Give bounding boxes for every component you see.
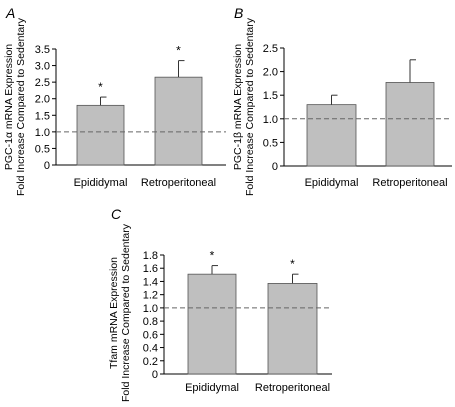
panel-c-y-tick-label: 1.8 xyxy=(143,250,158,262)
panel-b-y-axis-label: Fold Increase Compared to Sedentary xyxy=(244,17,256,196)
panel-c-y-tick-label: 0.4 xyxy=(143,343,158,355)
panel-b-label: B xyxy=(234,5,243,21)
panel-c-bar-retroperitoneal xyxy=(267,283,318,375)
panel-b-y-tick-label: 1.0 xyxy=(263,114,278,126)
panel-c-y-tick-label: 1.2 xyxy=(143,290,158,302)
panel-a-y-axis-label: PGC-1α mRNA Expression xyxy=(3,44,15,170)
panel-c-category-label: Retroperitoneal xyxy=(255,382,330,394)
panel-b-category-label: Epididymal xyxy=(305,177,359,189)
panel-b-y-axis-label: PGC-1β mRNA Expression xyxy=(232,44,244,170)
panel-a-bar-epididymal xyxy=(76,104,125,166)
panel-c-significance-marker: * xyxy=(290,257,295,271)
panel-a-significance-marker: * xyxy=(98,80,103,94)
panel-a-y-axis-label: Fold Increase Compared to Sedentary xyxy=(15,17,27,196)
panel-c-y-axis-label: Fold Increase Compared to Sedentary xyxy=(120,223,132,402)
panel-b-y-tick-label: 1.5 xyxy=(263,90,278,102)
panel-a-y-tick-label: 0.5 xyxy=(35,143,50,155)
panel-b-y-tick-label: 0 xyxy=(272,161,278,173)
panel-a-label: A xyxy=(5,5,15,21)
panel-c-y-tick-label: 0 xyxy=(152,369,158,381)
panel-c-y-tick-label: 1.6 xyxy=(143,263,158,275)
panel-a-y-tick-label: 3.5 xyxy=(35,44,50,56)
panel-b-category-label: Retroperitoneal xyxy=(372,177,447,189)
panel-c-label: C xyxy=(111,206,122,222)
panel-c-y-tick-label: 0.8 xyxy=(143,316,158,328)
panel-b-y-tick-label: 2.0 xyxy=(263,67,278,79)
panel-c-y-tick-label: 0.6 xyxy=(143,329,158,341)
panel-a-y-tick-label: 2.0 xyxy=(35,94,50,106)
panel-a-category-label: Retroperitoneal xyxy=(141,177,216,189)
panel-a-y-tick-label: 0 xyxy=(44,160,50,172)
panel-a-significance-marker: * xyxy=(176,44,181,58)
panel-a-y-tick-label: 1.0 xyxy=(35,127,50,139)
panel-c-y-tick-label: 0.2 xyxy=(143,356,158,368)
panel-a-bar-retroperitoneal xyxy=(154,76,203,166)
panel-c-bar-epididymal xyxy=(187,273,237,375)
panel-a-y-tick-label: 2.5 xyxy=(35,77,50,89)
panel-c-significance-marker: * xyxy=(210,249,215,263)
panel-c-y-tick-label: 1.0 xyxy=(143,303,158,315)
panel-b-bar-epididymal xyxy=(306,104,357,167)
panel-b-y-tick-label: 0.5 xyxy=(263,137,278,149)
panel-a-y-tick-label: 3.0 xyxy=(35,61,50,73)
panel-c-y-tick-label: 1.4 xyxy=(143,276,158,288)
panel-a-y-tick-label: 1.5 xyxy=(35,110,50,122)
panel-b-bar-retroperitoneal xyxy=(385,82,435,167)
panel-a-category-label: Epididymal xyxy=(74,177,128,189)
panel-c-y-axis-label: Tfam mRNA Expression xyxy=(108,257,120,369)
panel-b-y-tick-label: 2.5 xyxy=(263,43,278,55)
panel-c-category-label: Epididymal xyxy=(185,382,239,394)
